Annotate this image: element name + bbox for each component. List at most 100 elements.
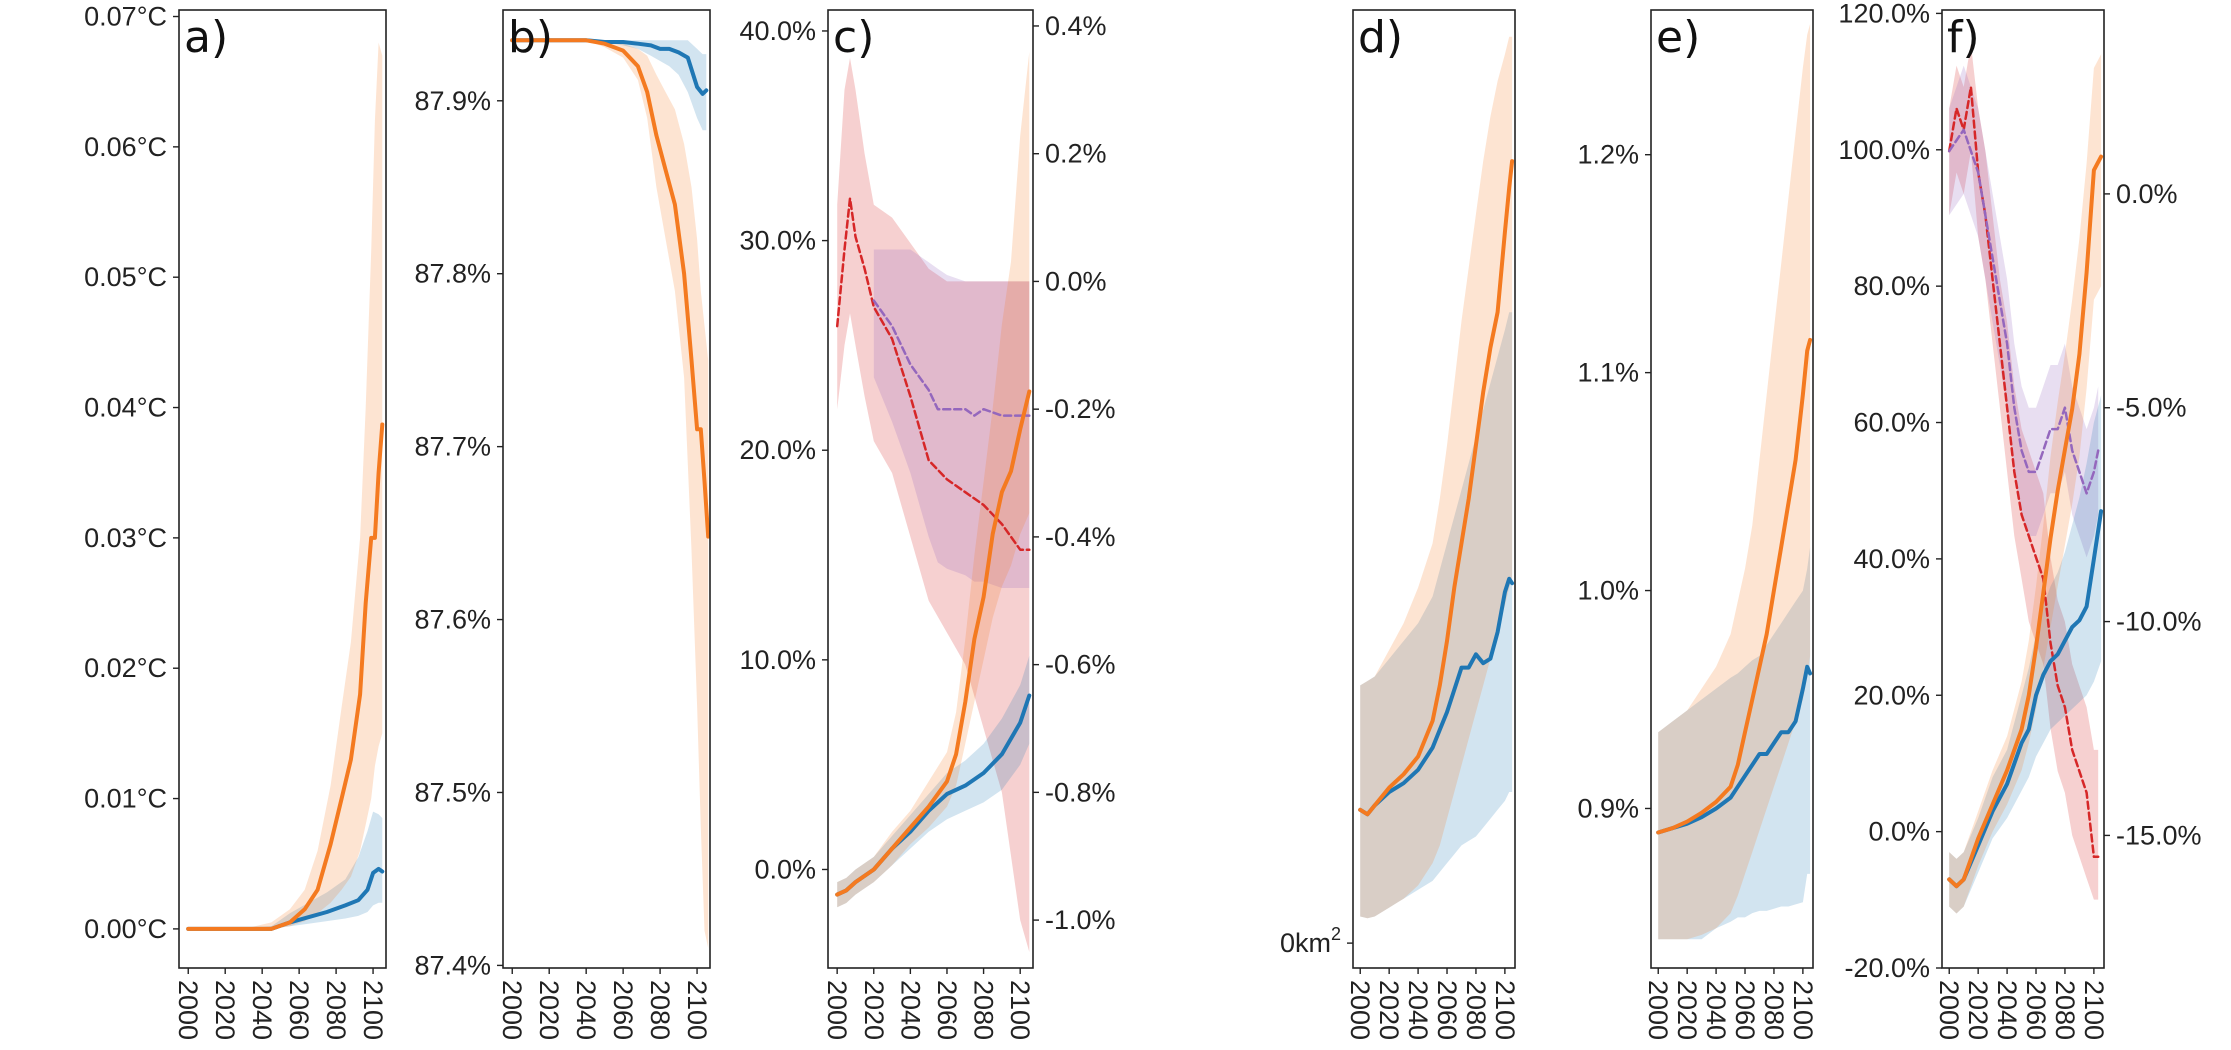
plot-area [1947,44,2104,914]
x-tick-label: 2080 [645,980,675,1040]
y-tick-label: 20.0% [1853,680,1930,710]
series-line-red [1947,85,2100,859]
series-band-orange [837,51,1030,908]
x-tick-label: 2020 [534,980,564,1040]
x-tick-label: 2040 [1403,980,1433,1040]
series-band-red [837,57,1030,952]
plot-area [1358,36,1515,919]
x-tick-label: 2000 [1345,980,1375,1040]
x-tick-label: 2020 [210,980,240,1040]
y-right-tick-label: -10.0% [2116,607,2202,637]
panel-label: e) [1656,12,1700,63]
chart-panel-a: a) 2000 2020 2040 2060 2080 2100 0.00°C 0.01°C 0.… [84,2,388,1041]
y-tick-label: 87.7% [414,432,491,462]
series-band-blue [512,40,707,131]
y-right-tick-label: -5.0% [2116,393,2187,423]
x-tick-label: 2100 [1005,980,1035,1040]
series-band-blue [837,655,1030,908]
panel-label: a) [184,12,228,63]
x-tick-label: 2100 [682,980,712,1040]
y-tick-label: 0.03°C [84,523,167,553]
x-tick-label: 2060 [284,980,314,1040]
y-right-tick-label: -0.6% [1045,650,1116,680]
series-line-blue [1358,576,1515,817]
series-band-red [1949,44,2099,900]
y-tick-label: 0.00°C [84,914,167,944]
x-tick-label: 2080 [2050,980,2080,1040]
y-right-tick-label: -0.4% [1045,522,1116,552]
series-line-orange [1656,337,1813,835]
x-tick-label: 2060 [608,980,638,1040]
x-tick-label: 2020 [1672,980,1702,1040]
y-tick-label: 80.0% [1853,271,1930,301]
chart-panel-c: c) 2000 2020 2040 2060 2080 2100 0.0% 10.0% 20.0%… [739,9,1116,1040]
x-tick-label: 2000 [173,980,203,1040]
series-line-orange [186,422,385,931]
x-tick-label: 2020 [1374,980,1404,1040]
x-tick-label: 2000 [1934,980,1964,1040]
y-tick-label: 30.0% [739,226,816,256]
chart-panel-b: b) 2000 2020 2040 2060 2080 2100 87.4% 87.5% 87.6… [414,9,712,1040]
y-right-tick-label: 0.0% [2116,179,2178,209]
y-tick-label: 40.0% [739,16,816,46]
chart-panel-d: d)2000202020402060208021000km2200,000km2… [1280,9,1520,1040]
y-tick-label: 1.1% [1577,358,1639,388]
x-tick-label: 2060 [932,980,962,1040]
plot-frame [178,9,387,969]
y-tick-label: 120.0% [1838,0,1930,28]
panel-label: b) [508,12,553,63]
series-band-blue [188,811,383,929]
x-tick-label: 2060 [1730,980,1760,1040]
y-tick-label: 1.0% [1577,576,1639,606]
x-tick-label: 2100 [358,980,388,1040]
y-tick-label: 60.0% [1853,408,1930,438]
series-line-orange [1947,154,2104,889]
y-right-tick-label: -0.2% [1045,394,1116,424]
x-tick-label: 2100 [2079,980,2109,1040]
x-tick-label: 2020 [859,980,889,1040]
y-tick-label: 20.0% [739,435,816,465]
y-tick-label: 0.04°C [84,393,167,423]
y-tick-label: 1.2% [1577,140,1639,170]
series-band-orange [1949,54,2102,914]
x-tick-label: 2040 [1992,980,2022,1040]
plot-frame [1941,9,2105,969]
x-tick-label: 2080 [321,980,351,1040]
plot-area [1656,23,1813,940]
plot-frame [1650,9,1814,969]
series-band-purple [873,249,1030,588]
plot-frame [502,9,711,969]
y-tick-label: 0.06°C [84,132,167,162]
y-tick-label: 10.0% [739,645,816,675]
y-right-tick-label: 0.4% [1045,11,1107,41]
y-tick-label: 87.9% [414,86,491,116]
series-line-blue [1656,664,1813,835]
series-band-purple [1949,65,2099,558]
series-line-orange [835,389,1032,897]
y-tick-label: 0km2 [1280,924,1341,958]
y-tick-label: 87.4% [414,950,491,980]
panel-label: f) [1947,12,1980,63]
x-tick-label: 2040 [1701,980,1731,1040]
series-band-orange [1658,23,1811,940]
y-right-tick-label: 0.0% [1045,266,1107,296]
plot-area [510,38,710,949]
x-tick-label: 2080 [1461,980,1491,1040]
x-tick-label: 2040 [895,980,925,1040]
y-right-tick-label: -0.8% [1045,777,1116,807]
y-tick-label: -20.0% [1844,953,1930,983]
series-band-blue [1658,547,1811,940]
x-tick-label: 2080 [969,980,999,1040]
series-band-orange [512,40,709,949]
x-tick-label: 2040 [247,980,277,1040]
y-right-tick-label: -15.0% [2116,820,2202,850]
x-tick-label: 2080 [1759,980,1789,1040]
y-tick-label: 0.01°C [84,784,167,814]
plot-area [186,42,385,931]
y-tick-label: 40.0% [1853,544,1930,574]
x-tick-label: 2100 [1788,980,1818,1040]
y-tick-label: 0.05°C [84,262,167,292]
x-tick-label: 2000 [497,980,527,1040]
